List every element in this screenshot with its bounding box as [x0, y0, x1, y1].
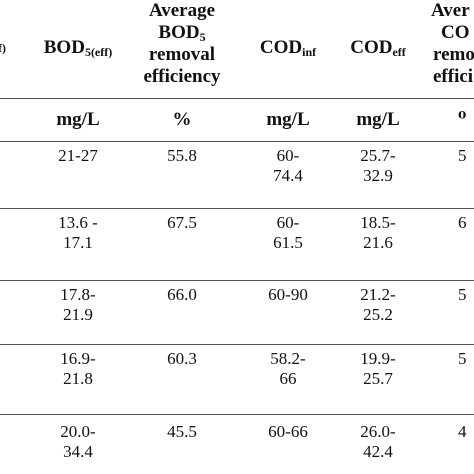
- cell-line: 21.9: [63, 305, 93, 324]
- cell-cod-eff: 19.9- 25.7: [336, 349, 420, 389]
- cell-avg-cod-partial: 5: [458, 349, 474, 369]
- cell-cod-eff: 26.0- 42.4: [336, 422, 420, 462]
- col-header-bod-eff: BOD5(eff): [43, 37, 113, 59]
- unit-cod-eff: mg/L: [356, 109, 400, 130]
- cell-bod-eff: 13.6 -17.1: [30, 213, 126, 253]
- cell-avg-cod-partial: 6: [458, 213, 474, 233]
- cell-line: 58.2-: [270, 349, 306, 368]
- col-header-avg-bod-removal: Average BOD5 removal efficiency: [143, 0, 221, 87]
- cell-cod-eff: 21.2- 25.2: [336, 285, 420, 325]
- cell-line: 25.7: [363, 369, 393, 388]
- cell-avg-cod-partial: 5: [458, 285, 474, 305]
- col-header-avg-cod-removal-partial: Aver CO remo effici: [431, 0, 474, 87]
- cell-line: 18.5-: [360, 213, 396, 232]
- cell-avg-bod: 66.0: [125, 285, 239, 305]
- cell-bod-eff: 17.8- 21.9: [30, 285, 126, 325]
- cell-bod-eff: 20.0- 34.4: [30, 422, 126, 462]
- cell-cod-eff: 25.7- 32.9: [336, 146, 420, 186]
- cell-line: 25.2: [363, 305, 393, 324]
- cell-line: 66.0: [167, 285, 197, 304]
- cell-line: 5: [458, 146, 467, 165]
- unit-avg-cod-partial: ⁰: [458, 109, 467, 130]
- cell-avg-bod: 55.8: [125, 146, 239, 166]
- cell-avg-cod-partial: 5: [458, 146, 474, 166]
- cell-line: 4: [458, 422, 467, 441]
- row-rule: [0, 280, 474, 281]
- cell-line: 60-66: [268, 422, 308, 441]
- cell-avg-bod: 67.5: [125, 213, 239, 233]
- cell-line: 60-90: [268, 285, 308, 304]
- col-header-cod-inf: CODinf: [259, 37, 317, 59]
- unit-bod-eff: mg/L: [56, 109, 100, 130]
- cell-avg-bod: 60.3: [125, 349, 239, 369]
- cell-cod-inf: 60-90: [243, 285, 333, 305]
- cell-line: 32.9: [363, 166, 393, 185]
- cell-line: 26.0-: [360, 422, 396, 441]
- cell-line: 55.8: [167, 146, 197, 165]
- cell-line: 17.8-: [60, 285, 96, 304]
- cell-cod-inf: 60-66: [243, 422, 333, 442]
- cell-bod-eff: 16.9- 21.8: [30, 349, 126, 389]
- cell-line: 45.5: [167, 422, 197, 441]
- cell-line: 6: [458, 213, 467, 232]
- cell-line: 67.5: [167, 213, 197, 232]
- cell-cod-eff: 18.5- 21.6: [336, 213, 420, 253]
- cell-bod-eff: 21-27: [30, 146, 126, 166]
- cell-line: 74.4: [273, 166, 303, 185]
- unit-avg-bod: %: [172, 109, 192, 130]
- cell-line: 17.1: [63, 233, 93, 252]
- cell-line: 60-: [276, 146, 300, 165]
- cell-line: 34.4: [63, 442, 93, 461]
- cell-avg-bod: 45.5: [125, 422, 239, 442]
- cell-line: 60-: [276, 213, 300, 232]
- cell-line: 66: [279, 369, 297, 388]
- units-rule: [0, 141, 474, 142]
- cell-line: 60.3: [167, 349, 197, 368]
- row-rule: [0, 208, 474, 209]
- col-header-cod-eff: CODeff: [350, 37, 406, 59]
- cell-line: 16.9-: [60, 349, 96, 368]
- cell-line: 19.9-: [360, 349, 396, 368]
- cell-line: 25.7-: [360, 146, 396, 165]
- cell-line: 5: [458, 349, 467, 368]
- cell-line: 5: [458, 285, 467, 304]
- cell-cod-inf: 60- 61.5: [243, 213, 333, 253]
- cell-cod-inf: 58.2- 66: [243, 349, 333, 389]
- cell-line: 42.4: [363, 442, 393, 461]
- cell-line: 21-27: [58, 146, 98, 165]
- cell-avg-cod-partial: 4: [458, 422, 474, 442]
- row-rule: [0, 414, 474, 415]
- row-rule: [0, 344, 474, 345]
- cell-line: 21.6: [363, 233, 393, 252]
- col-header-partial: f): [0, 41, 6, 55]
- unit-cod-inf: mg/L: [266, 109, 310, 130]
- cell-cod-inf: 60- 74.4: [243, 146, 333, 186]
- cell-line: 21.2-: [360, 285, 396, 304]
- header-rule: [0, 98, 474, 99]
- cell-line: 21.8: [63, 369, 93, 388]
- cell-line: 20.0-: [60, 422, 96, 441]
- cell-line: 61.5: [273, 233, 303, 252]
- cell-line: 13.6 -: [58, 213, 98, 232]
